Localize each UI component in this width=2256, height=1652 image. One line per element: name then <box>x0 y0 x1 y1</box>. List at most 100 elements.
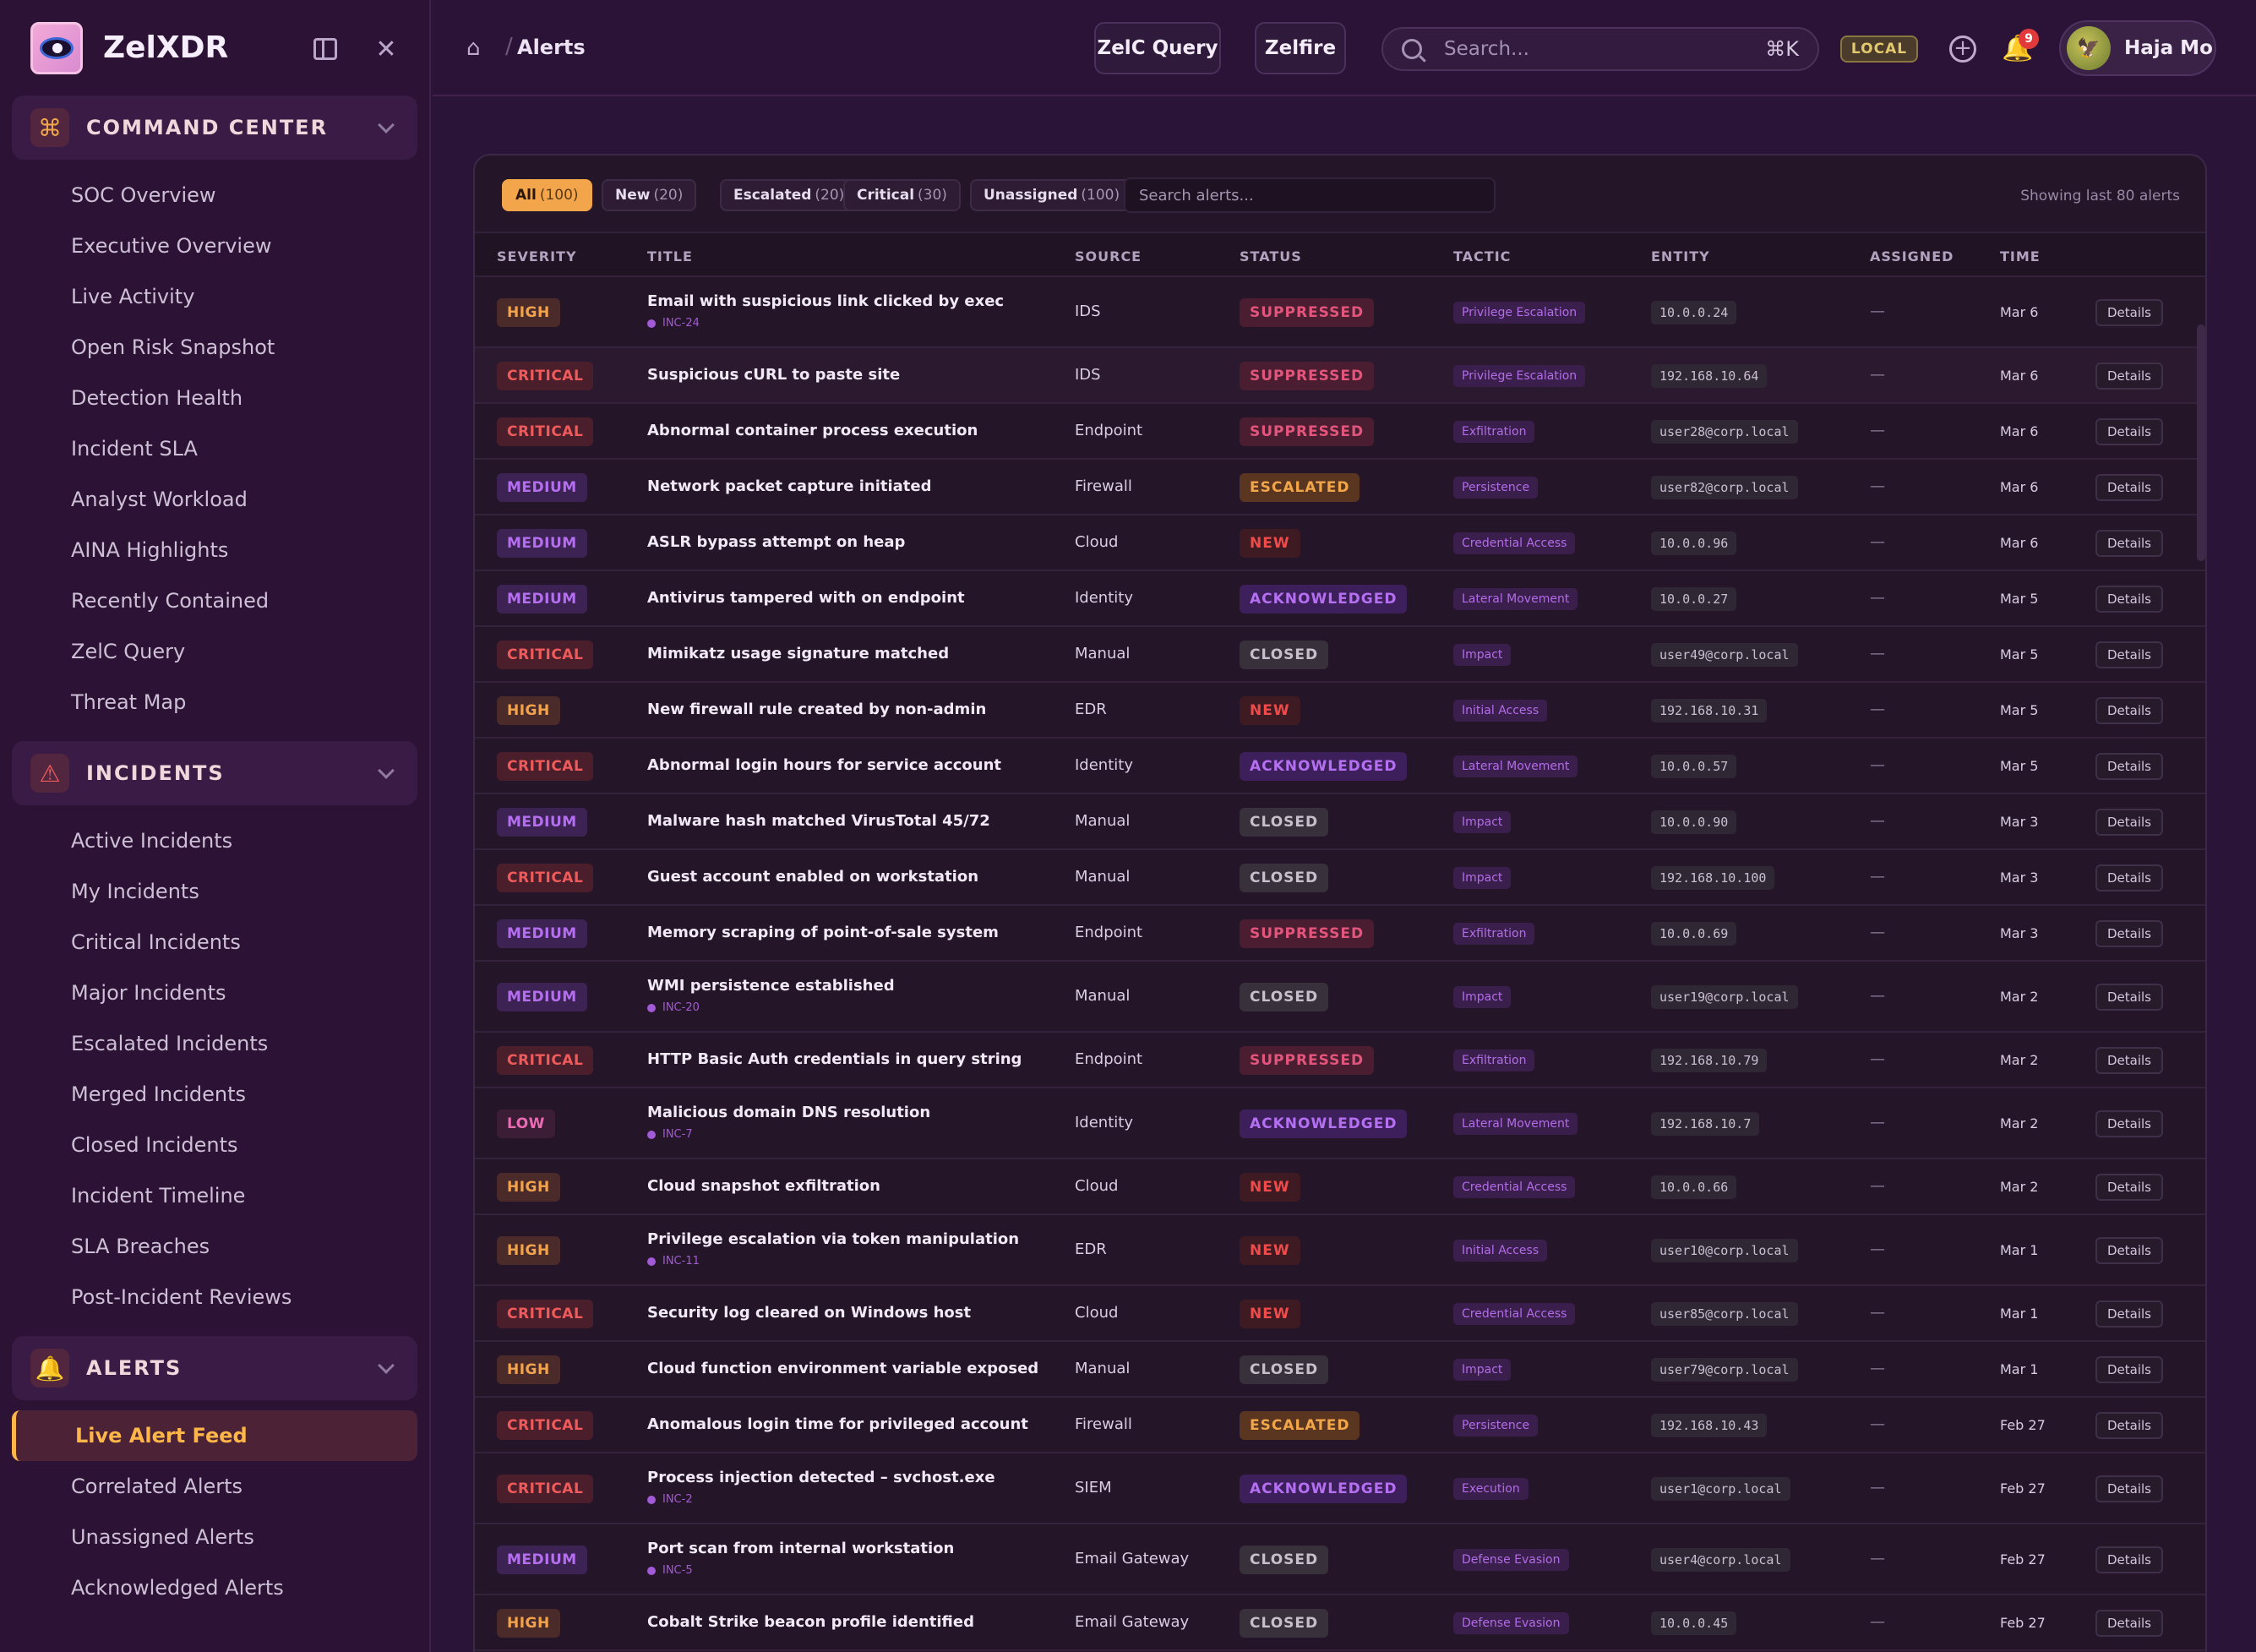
details-button[interactable]: Details <box>2095 1110 2163 1137</box>
add-icon[interactable]: + <box>1949 35 1976 63</box>
filter-chip-escalated[interactable]: Escalated (20) <box>720 179 858 211</box>
table-row[interactable]: CRITICAL Abnormal login hours for service… <box>475 739 2205 794</box>
table-row[interactable]: CRITICAL Abnormal container process execu… <box>475 404 2205 460</box>
details-button[interactable]: Details <box>2095 1237 2163 1264</box>
collapse-icon[interactable]: ✕ <box>375 34 397 64</box>
table-row[interactable]: CRITICAL Anomalous login time for privile… <box>475 1398 2205 1453</box>
table-row[interactable]: CRITICAL HTTP Basic Auth credentials in q… <box>475 1033 2205 1088</box>
sidebar-item-my-incidents[interactable]: My Incidents <box>71 880 199 903</box>
sidebar-item-merged-incidents[interactable]: Merged Incidents <box>71 1082 247 1106</box>
zelfire-button[interactable]: Zelfire <box>1255 22 1346 74</box>
details-button[interactable]: Details <box>2095 864 2163 891</box>
sidebar-item-incident-sla[interactable]: Incident SLA <box>71 437 198 461</box>
alert-title[interactable]: WMI persistence established <box>647 977 895 995</box>
column-header-title[interactable]: TITLE <box>647 248 693 264</box>
sidebar-item-soc-overview[interactable]: SOC Overview <box>71 183 216 207</box>
alert-title[interactable]: Malicious domain DNS resolution <box>647 1104 931 1121</box>
alert-title[interactable]: HTTP Basic Auth credentials in query str… <box>647 1050 1022 1068</box>
sidebar-item-critical-incidents[interactable]: Critical Incidents <box>71 930 241 954</box>
details-button[interactable]: Details <box>2095 530 2163 557</box>
column-header-source[interactable]: SOURCE <box>1075 248 1142 264</box>
alert-title[interactable]: Suspicious cURL to paste site <box>647 366 901 384</box>
incident-link[interactable]: INC-20 <box>647 1001 895 1014</box>
sidebar-item-major-incidents[interactable]: Major Incidents <box>71 981 226 1005</box>
table-row[interactable]: HIGH Email with suspicious link clicked b… <box>475 277 2205 348</box>
alert-title[interactable]: Abnormal login hours for service account <box>647 756 1002 774</box>
details-button[interactable]: Details <box>2095 299 2163 326</box>
sidebar-item-zelc-query[interactable]: ZelC Query <box>71 640 186 663</box>
alert-title[interactable]: Memory scraping of point-of-sale system <box>647 924 999 941</box>
sidebar-item-live-alert-feed[interactable]: Live Alert Feed <box>12 1410 417 1461</box>
incident-link[interactable]: INC-11 <box>647 1255 1019 1268</box>
filter-chip-unassigned[interactable]: Unassigned (100) <box>970 179 1134 211</box>
table-row[interactable]: CRITICAL Security log cleared on Windows … <box>475 1286 2205 1342</box>
alert-title[interactable]: Cobalt Strike beacon profile identified <box>647 1613 974 1631</box>
details-button[interactable]: Details <box>2095 1412 2163 1439</box>
details-button[interactable]: Details <box>2095 363 2163 390</box>
details-button[interactable]: Details <box>2095 809 2163 836</box>
sidebar-item-closed-incidents[interactable]: Closed Incidents <box>71 1133 238 1157</box>
details-button[interactable]: Details <box>2095 920 2163 947</box>
sidebar-item-recently-contained[interactable]: Recently Contained <box>71 589 270 613</box>
table-row[interactable]: CRITICAL Mimikatz usage signature matched… <box>475 627 2205 683</box>
sidebar-item-unassigned-alerts[interactable]: Unassigned Alerts <box>71 1525 254 1549</box>
filter-chip-all[interactable]: All (100) <box>502 179 592 211</box>
details-button[interactable]: Details <box>2095 641 2163 668</box>
alert-title[interactable]: Abnormal container process execution <box>647 422 978 439</box>
home-icon[interactable]: ⌂ <box>466 35 481 61</box>
alert-title[interactable]: Cloud snapshot exfiltration <box>647 1177 880 1195</box>
table-row[interactable]: HIGH Privilege escalation via token manip… <box>475 1215 2205 1286</box>
alert-title[interactable]: Port scan from internal workstation <box>647 1540 955 1557</box>
column-header-status[interactable]: STATUS <box>1240 248 1302 264</box>
details-button[interactable]: Details <box>2095 1546 2163 1573</box>
details-button[interactable]: Details <box>2095 1356 2163 1383</box>
table-row[interactable]: HIGH New firewall rule created by non-adm… <box>475 683 2205 739</box>
alert-title[interactable]: Email with suspicious link clicked by ex… <box>647 292 1005 310</box>
details-button[interactable]: Details <box>2095 1174 2163 1201</box>
sidebar-item-aina-highlights[interactable]: AINA Highlights <box>71 538 229 562</box>
section-command-center[interactable]: ⌘ COMMAND CENTER <box>12 95 417 160</box>
sidebar-item-active-incidents[interactable]: Active Incidents <box>71 829 233 853</box>
table-row[interactable]: CRITICAL Guest account enabled on worksta… <box>475 850 2205 906</box>
column-header-entity[interactable]: ENTITY <box>1651 248 1710 264</box>
column-header-severity[interactable]: SEVERITY <box>497 248 577 264</box>
table-row[interactable]: CRITICAL Suspicious cURL to paste site IDS… <box>475 348 2205 404</box>
alert-title[interactable]: Anomalous login time for privileged acco… <box>647 1415 1028 1433</box>
table-row[interactable]: MEDIUM WMI persistence established INC-20 M… <box>475 962 2205 1033</box>
table-row[interactable]: MEDIUM Memory scraping of point-of-sale s… <box>475 906 2205 962</box>
alert-title[interactable]: Antivirus tampered with on endpoint <box>647 589 965 607</box>
sidebar-item-executive-overview[interactable]: Executive Overview <box>71 234 272 258</box>
filter-chip-new[interactable]: New (20) <box>602 179 697 211</box>
search-input[interactable]: Search... <box>1444 38 1529 60</box>
details-button[interactable]: Details <box>2095 753 2163 780</box>
details-button[interactable]: Details <box>2095 586 2163 613</box>
zelc-query-button[interactable]: ZelC Query <box>1094 22 1221 74</box>
details-button[interactable]: Details <box>2095 1047 2163 1074</box>
table-row[interactable]: MEDIUM Antivirus tampered with on endpoin… <box>475 571 2205 627</box>
section-alerts[interactable]: 🔔 ALERTS <box>12 1336 417 1400</box>
filter-chip-critical[interactable]: Critical (30) <box>843 179 961 211</box>
alert-search-input[interactable]: Search alerts... <box>1124 177 1496 213</box>
details-button[interactable]: Details <box>2095 984 2163 1011</box>
table-row[interactable]: LOW Malicious domain DNS resolution INC-7 I… <box>475 1088 2205 1159</box>
global-search[interactable]: Search... ⌘K <box>1381 27 1819 71</box>
sidebar-item-acknowledged-alerts[interactable]: Acknowledged Alerts <box>71 1576 284 1600</box>
table-row[interactable]: HIGH Cloud function environment variable … <box>475 1342 2205 1398</box>
incident-link[interactable]: INC-24 <box>647 317 1004 330</box>
section-incidents[interactable]: ⚠ INCIDENTS <box>12 741 417 805</box>
table-row[interactable]: HIGH Cobalt Strike beacon profile identif… <box>475 1595 2205 1651</box>
details-button[interactable]: Details <box>2095 697 2163 724</box>
sidebar-item-correlated-alerts[interactable]: Correlated Alerts <box>71 1475 243 1498</box>
column-header-time[interactable]: TIME <box>2000 248 2041 264</box>
table-row[interactable]: MEDIUM Network packet capture initiated Fi… <box>475 460 2205 515</box>
alert-title[interactable]: Malware hash matched VirusTotal 45/72 <box>647 812 990 830</box>
table-row[interactable]: CRITICAL Process injection detected – svc… <box>475 1453 2205 1524</box>
incident-link[interactable]: INC-2 <box>647 1493 995 1506</box>
alert-title[interactable]: Security log cleared on Windows host <box>647 1304 972 1322</box>
alert-title[interactable]: New firewall rule created by non-admin <box>647 701 987 718</box>
details-button[interactable]: Details <box>2095 418 2163 445</box>
table-row[interactable]: MEDIUM Malware hash matched VirusTotal 45… <box>475 794 2205 850</box>
scrollbar[interactable] <box>2197 324 2205 561</box>
toggle-sidebar-icon[interactable] <box>308 32 342 66</box>
alert-title[interactable]: Cloud function environment variable expo… <box>647 1360 1039 1377</box>
